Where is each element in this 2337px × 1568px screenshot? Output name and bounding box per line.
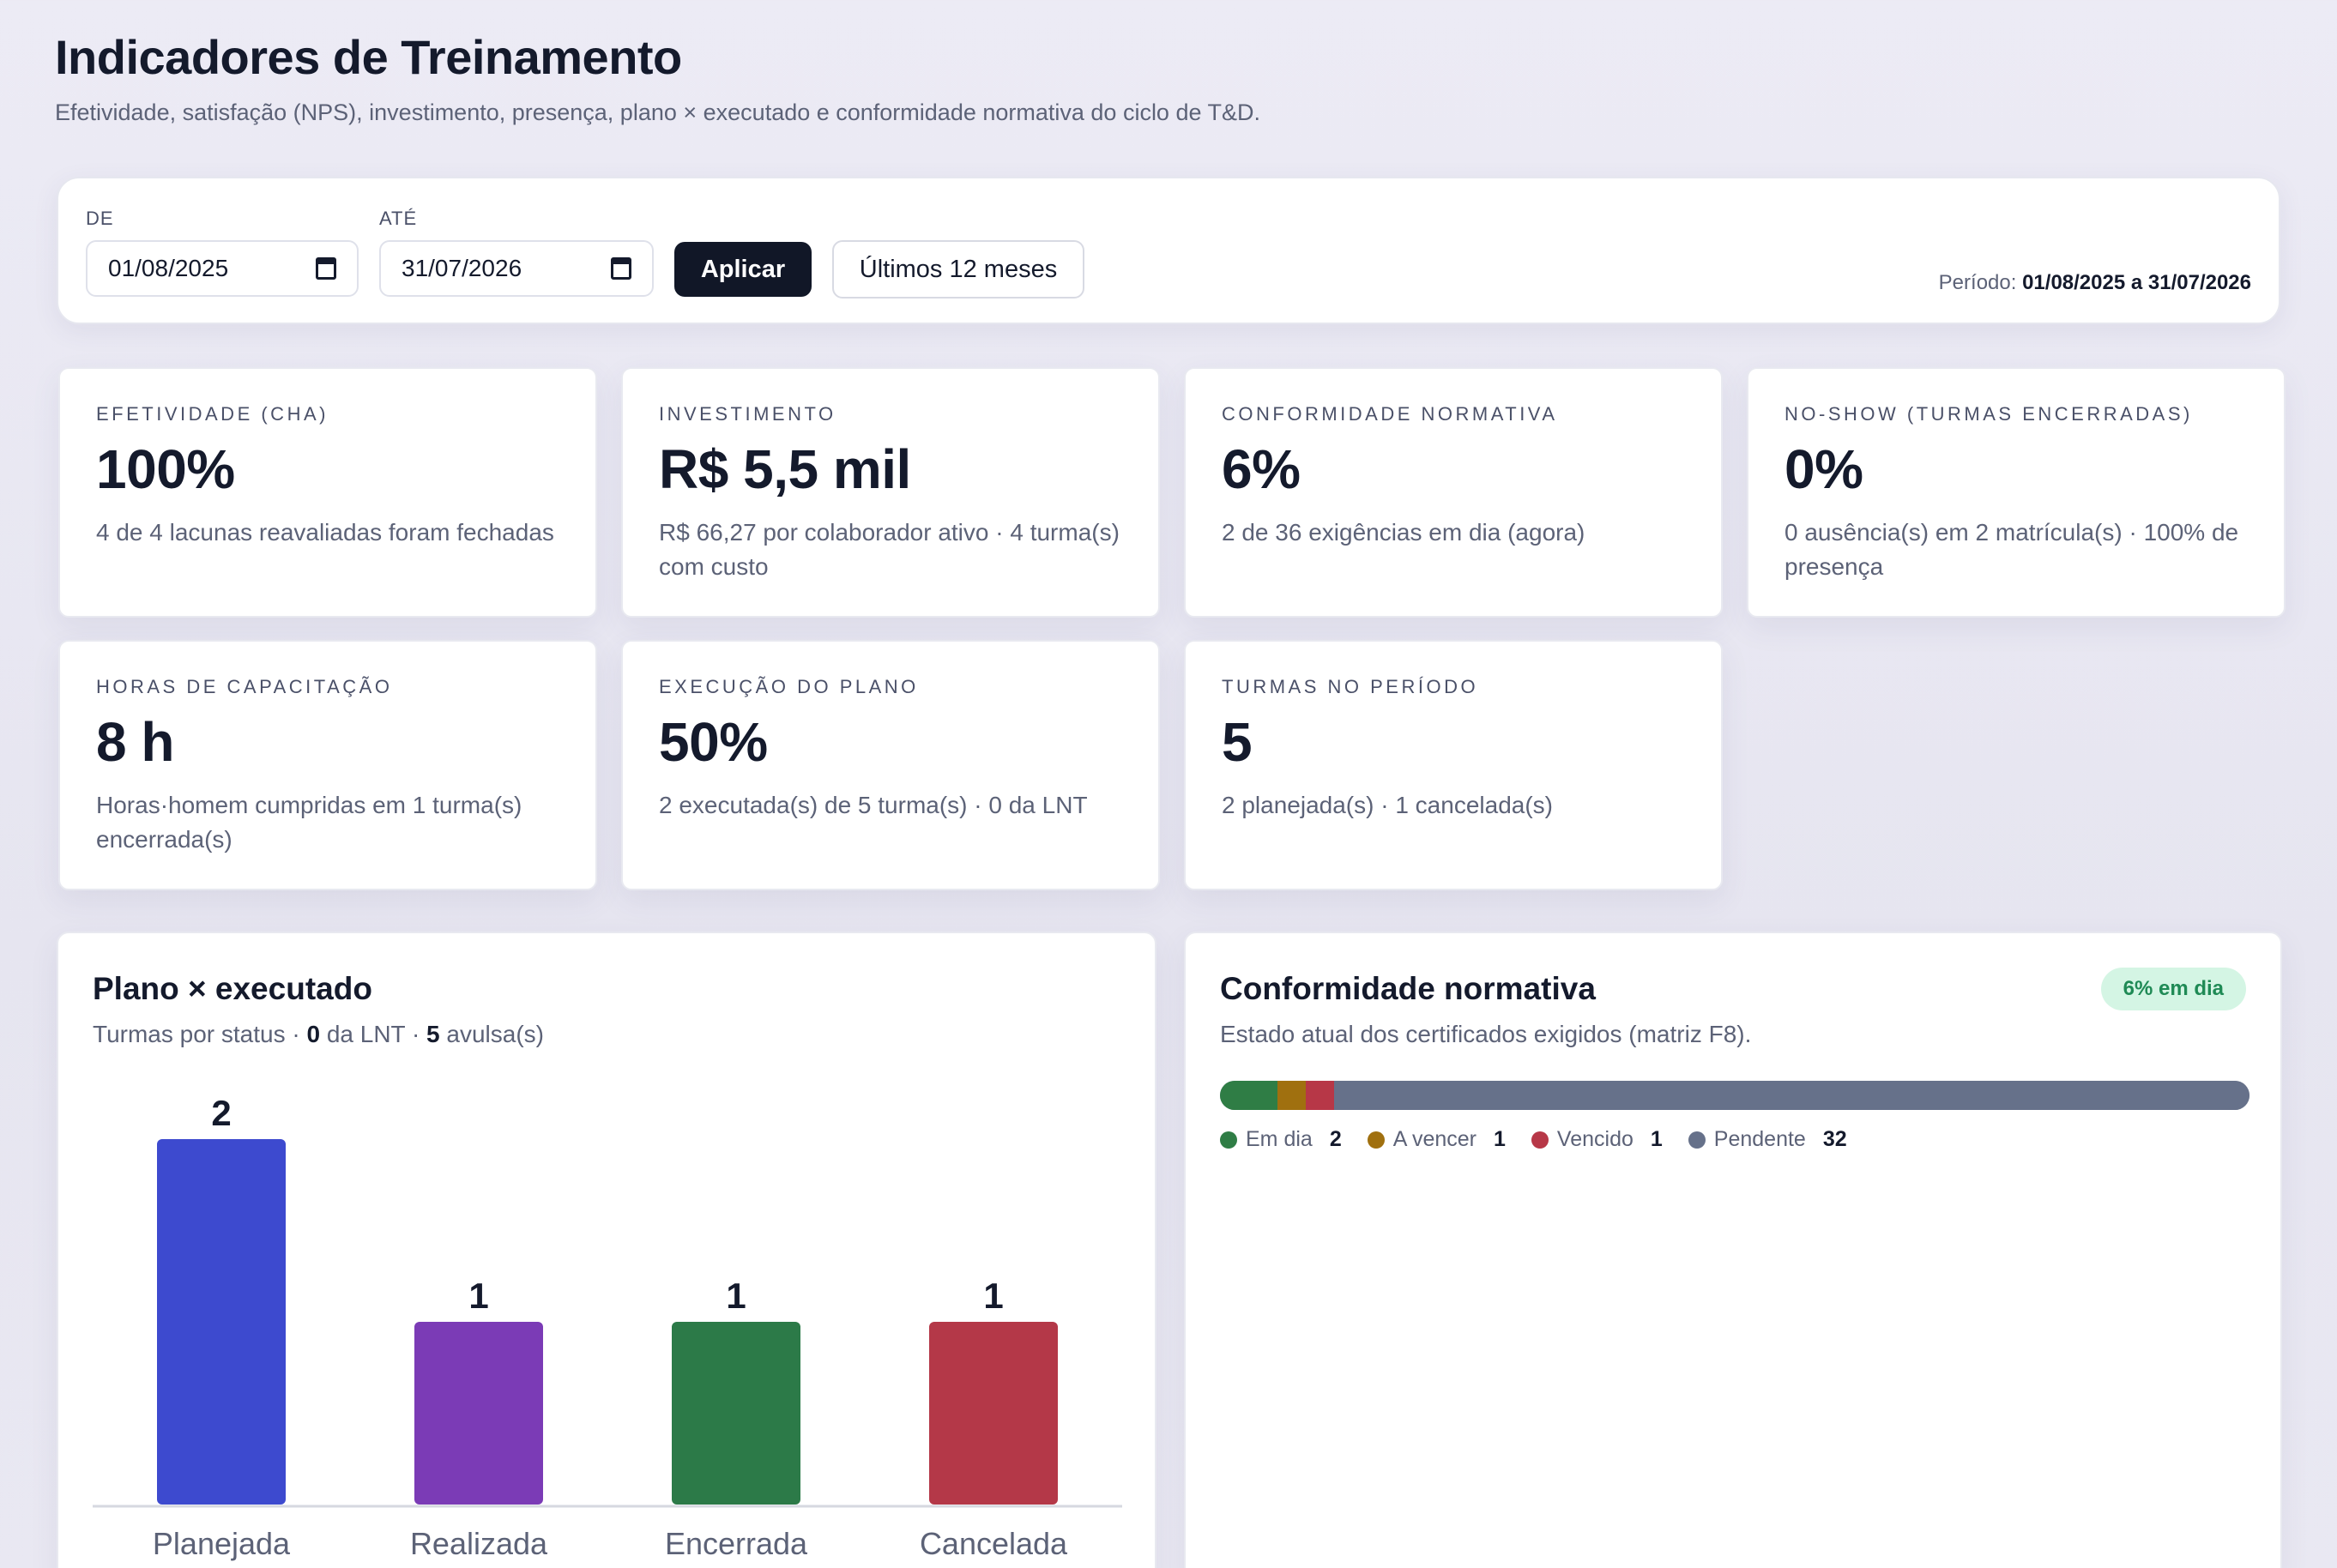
kpi-value: 50% [659,711,768,773]
legend-item: Pendente 32 [1688,1127,1847,1152]
kpi-value: 0% [1784,438,1863,500]
panel-title: Plano × executado [93,971,372,1006]
kpi-value: 6% [1222,438,1301,500]
to-label: ATÉ [379,208,418,229]
legend-dot-icon [1220,1131,1237,1149]
apply-button[interactable]: Aplicar [674,242,812,297]
panel-subtitle: Estado atual dos certificados exigidos (… [1220,1021,1752,1047]
kpi-value: 100% [96,438,235,500]
from-label: DE [86,208,114,229]
kpi-card-conformidade: CONFORMIDADE NORMATIVA 6% 2 de 36 exigên… [1184,367,1723,618]
period-summary: Período: 01/08/2025 a 31/07/2026 [1939,271,2251,295]
legend-dot-icon [1688,1131,1706,1149]
legend-label: Vencido [1556,1127,1633,1151]
kpi-value: 5 [1222,711,1253,773]
bar-realizada [414,1322,543,1505]
kpi-card-execucao: EXECUÇÃO DO PLANO 50% 2 executada(s) de … [621,640,1160,890]
bar-value-label: 1 [726,1276,746,1316]
lnt-text: da LNT · [326,1021,420,1047]
kpi-description: R$ 66,27 por colaborador ativo · 4 turma… [659,519,1120,581]
plan-executed-panel: Plano × executado Turmas por status · 0 … [57,932,1156,1568]
from-date-value: 01/08/2025 [108,255,229,281]
conformity-legend: Em dia 2 A vencer 1 Vencido 1 Pendente 32 [1220,1127,1847,1152]
conformity-panel: Conformidade normativa 6% em dia Estado … [1184,932,2282,1568]
kpi-label: NO-SHOW (TURMAS ENCERRADAS) [1784,403,2193,425]
legend-dot-icon [1367,1131,1385,1149]
legend-label: Em dia [1246,1127,1313,1151]
kpi-description: Horas·homem cumpridas em 1 turma(s) ence… [96,792,522,853]
legend-item: Em dia 2 [1220,1127,1342,1152]
to-date-input[interactable]: 31/07/2026 [379,240,654,297]
last-12-months-button[interactable]: Últimos 12 meses [832,240,1084,299]
page-subtitle: Efetividade, satisfação (NPS), investime… [55,100,1261,125]
filter-card: DE 01/08/2025 ATÉ 31/07/2026 Aplicar Últ… [57,177,2280,324]
conformity-stacked-bar [1220,1081,2249,1110]
period-prefix: Período: [1938,271,2017,294]
sub-prefix: Turmas por status · [93,1021,300,1047]
bar-value-label: 1 [983,1276,1003,1316]
segment-pendente [1334,1081,2249,1110]
segment-vencido [1305,1081,1335,1110]
legend-count: 1 [1650,1127,1663,1151]
legend-count: 1 [1494,1127,1506,1151]
lnt-count: 0 [306,1021,321,1047]
category-label: Encerrada [665,1526,808,1561]
legend-label: A vencer [1392,1127,1476,1151]
to-date-value: 31/07/2026 [402,255,522,281]
bar-value-label: 2 [211,1093,231,1133]
legend-dot-icon [1531,1131,1549,1149]
kpi-card-horas: HORAS DE CAPACITAÇÃO 8 h Horas·homem cum… [58,640,597,890]
kpi-card-turmas: TURMAS NO PERÍODO 5 2 planejada(s) · 1 c… [1184,640,1723,890]
panel-title: Conformidade normativa [1220,971,1596,1006]
kpi-label: TURMAS NO PERÍODO [1222,676,1479,697]
category-label: Cancelada [920,1526,1068,1561]
kpi-label: INVESTIMENTO [659,403,836,425]
page-title: Indicadores de Treinamento [55,30,682,84]
category-label: Planejada [153,1526,291,1561]
legend-count: 2 [1329,1127,1342,1151]
legend-count: 32 [1822,1127,1847,1151]
from-date-input[interactable]: 01/08/2025 [86,240,359,297]
status-badge: 6% em dia [2100,968,2246,1010]
kpi-value: 8 h [96,711,174,773]
bar-value-label: 1 [468,1276,488,1316]
segment-a-vencer [1277,1081,1306,1110]
panel-subtitle: Turmas por status · 0 da LNT · 5 avulsa(… [93,1021,544,1048]
legend-item: Vencido 1 [1531,1127,1663,1152]
kpi-description: 4 de 4 lacunas reavaliadas foram fechada… [96,519,554,546]
bar-planejada [157,1139,286,1505]
kpi-label: CONFORMIDADE NORMATIVA [1222,403,1558,425]
kpi-description: 2 executada(s) de 5 turma(s) · 0 da LNT [659,792,1088,819]
kpi-label: HORAS DE CAPACITAÇÃO [96,676,393,697]
legend-label: Pendente [1713,1127,1806,1151]
calendar-icon[interactable] [611,257,631,280]
kpi-value: R$ 5,5 mil [659,438,911,500]
bar-cancelada [929,1322,1058,1505]
kpi-description: 2 planejada(s) · 1 cancelada(s) [1222,792,1553,819]
kpi-card-no-show: NO-SHOW (TURMAS ENCERRADAS) 0% 0 ausênci… [1747,367,2286,618]
bar-encerrada [672,1322,800,1505]
kpi-description: 2 de 36 exigências em dia (agora) [1222,519,1585,546]
kpi-card-investimento: INVESTIMENTO R$ 5,5 mil R$ 66,27 por col… [621,367,1160,618]
kpi-label: EFETIVIDADE (CHA) [96,403,329,425]
kpi-label: EXECUÇÃO DO PLANO [659,676,919,697]
legend-item: A vencer 1 [1367,1127,1506,1152]
period-value: 01/08/2025 a 31/07/2026 [2022,271,2251,294]
calendar-icon[interactable] [316,257,336,280]
segment-em-dia [1220,1081,1277,1110]
avulsa-text: avulsa(s) [446,1021,544,1047]
avulsa-count: 5 [426,1021,440,1047]
kpi-card-efetividade: EFETIVIDADE (CHA) 100% 4 de 4 lacunas re… [58,367,597,618]
category-label: Realizada [410,1526,548,1561]
plan-bar-chart: 2 Planejada 1 Realizada 1 Encerrada 1 Cancelada [93,1093,1122,1561]
kpi-description: 0 ausência(s) em 2 matrícula(s) · 100% d… [1784,519,2239,581]
